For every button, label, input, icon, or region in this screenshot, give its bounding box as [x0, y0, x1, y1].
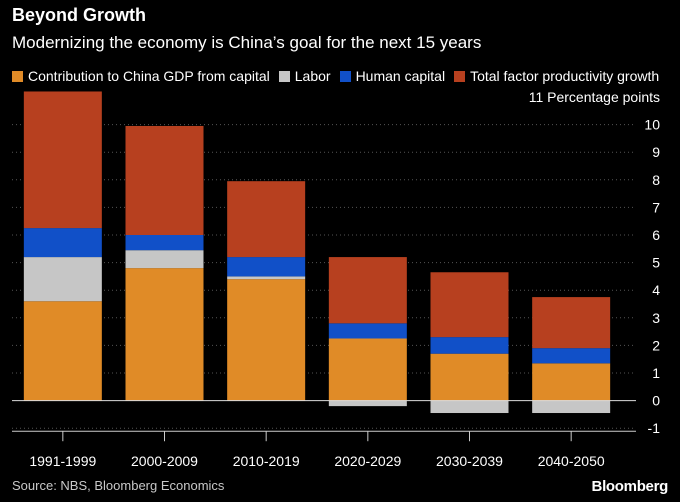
bar-segment [23, 301, 102, 401]
legend-label-human-capital: Human capital [355, 68, 446, 84]
legend-label-tfp: Total factor productivity growth [470, 68, 660, 84]
y-tick-label: 0 [652, 393, 660, 409]
bar-segment [125, 235, 204, 251]
y-tick-label: 9 [652, 144, 660, 160]
legend-swatch-labor [278, 70, 290, 82]
bar-segment [532, 400, 611, 414]
bars-layer [23, 91, 611, 414]
bar-segment [23, 257, 102, 302]
bar-segment [125, 268, 204, 401]
legend-swatch-human-capital [339, 70, 351, 82]
y-tick-label: 8 [652, 172, 660, 188]
chart-title: Beyond Growth [12, 5, 146, 25]
legend-swatch-tfp [454, 70, 466, 82]
y-tick-label: 7 [652, 199, 660, 215]
bar-segment [328, 257, 407, 324]
bar-segment [532, 363, 611, 401]
bar-segment [430, 272, 509, 338]
bar-segment [227, 279, 306, 401]
bar-segment [23, 91, 102, 229]
chart-subtitle: Modernizing the economy is China’s goal … [12, 33, 482, 52]
bar-segment [430, 337, 509, 354]
legend-item-human-capital: Human capital [339, 68, 446, 84]
x-tick-label: 2000-2009 [131, 453, 198, 469]
bar-segment [227, 181, 306, 258]
grid-layer [12, 124, 636, 429]
labels-layer: 11 Percentage points109876543210-11991-1… [29, 89, 660, 469]
x-tick-label: 2020-2029 [334, 453, 401, 469]
bar-segment [328, 338, 407, 401]
x-tick-label: 2040-2050 [538, 453, 605, 469]
bar-segment [430, 400, 509, 414]
legend-label-capital: Contribution to China GDP from capital [28, 68, 270, 84]
bar-segment [227, 276, 306, 280]
y-tick-label: 4 [652, 282, 660, 298]
bar-segment [532, 348, 611, 364]
legend-item-labor: Labor [278, 68, 331, 84]
legend-swatch-capital [12, 70, 23, 82]
legend-item-tfp: Total factor productivity growth [454, 68, 659, 84]
bar-segment [227, 257, 306, 277]
chart-legend: Contribution to China GDP from capital L… [12, 68, 668, 84]
y-tick-label: 1 [652, 365, 660, 381]
y-tick-label: 11 Percentage points [529, 89, 660, 105]
x-tick-label: 1991-1999 [29, 453, 96, 469]
x-tick-label: 2010-2019 [233, 453, 300, 469]
y-tick-label: 6 [652, 227, 660, 243]
stacked-bar-chart: 11 Percentage points109876543210-11991-1… [12, 89, 660, 469]
bar-segment [328, 400, 407, 407]
x-tick-label: 2030-2039 [436, 453, 503, 469]
bar-segment [328, 323, 407, 339]
bar-segment [125, 125, 204, 235]
bar-segment [532, 297, 611, 349]
y-tick-label: 2 [652, 337, 660, 353]
y-tick-label: -1 [648, 420, 661, 436]
source-note: Source: NBS, Bloomberg Economics [12, 478, 225, 493]
y-tick-label: 3 [652, 310, 660, 326]
bloomberg-logo: Bloomberg [591, 478, 669, 495]
y-tick-label: 5 [652, 255, 660, 271]
bar-segment [430, 353, 509, 401]
bar-segment [125, 250, 204, 269]
bar-segment [23, 228, 102, 258]
legend-item-capital: Contribution to China GDP from capital [12, 68, 270, 84]
axis-layer [12, 400, 636, 442]
y-tick-label: 10 [644, 117, 660, 133]
legend-label-labor: Labor [294, 68, 331, 84]
